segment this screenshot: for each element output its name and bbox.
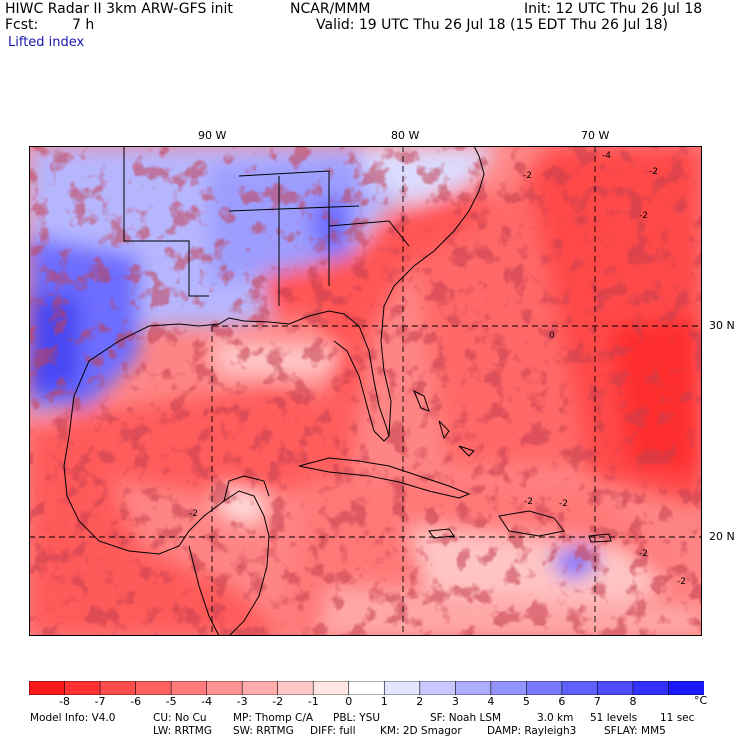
colorbar-swatch [419,681,457,695]
footer-timestep: 11 sec [660,712,695,724]
forecast-label: Fcst: [5,17,39,33]
colorbar-swatch [597,681,634,695]
central-america-border [188,545,220,636]
lon-label-70w: 70 W [581,129,610,142]
colorbar-swatch [99,681,137,695]
contour-label: -2 [639,211,648,221]
footer-shortwave: SW: RRTMG [233,725,294,737]
footer-microphysics: MP: Thomp C/A [233,712,314,724]
colorbar-tick-label: -7 [94,695,106,708]
colorbar-swatch [29,681,66,695]
contour-label: -2 [639,549,648,559]
colorbar-swatch [206,681,243,695]
contour-texture [29,146,702,636]
footer-cumulus: CU: No Cu [153,712,207,724]
colorbar-tick-label: 3 [451,695,459,708]
colorbar-tick-label: -8 [59,695,70,708]
footer-levels: 51 levels [590,712,638,724]
atlantic-coastline [380,146,485,437]
footer-damping: DAMP: Rayleigh3 [487,725,577,737]
colorbar-unit: °C [694,694,708,707]
puerto-rico-outline [588,533,612,543]
lon-label-80w: 80 W [391,129,420,142]
footer-resolution: 3.0 km [537,712,574,724]
contour-label: -2 [559,499,568,509]
colorbar-tick-label: 1 [380,695,388,708]
contour-label: -2 [677,577,686,587]
colorbar-tick-label: 5 [522,695,530,708]
colorbar-swatch [632,681,670,695]
contour-label: -2 [649,167,658,177]
colorbar-swatch [383,681,421,695]
contour-label: 0 [549,331,555,341]
colorbar-tick-label: 8 [629,695,637,708]
colorbar-tick-label: -6 [130,695,142,708]
contour-label: -4 [602,151,611,161]
footer-pbl: PBL: YSU [333,712,381,724]
footer-model-info: Model Info: V4.0 [30,712,116,724]
colorbar-swatch [64,681,101,695]
colorbar-tick-label: -2 [272,695,284,708]
footer-km: KM: 2D Smagor [380,725,462,737]
field-name: Lifted index [8,35,85,50]
colorbar-swatch [277,681,315,695]
colorbar-tick-label: -5 [165,695,177,708]
contour-label: -2 [189,509,198,519]
state-borders [123,146,209,297]
gulf-coastline [68,310,390,442]
map-frame [29,146,702,636]
colorbar-swatch [668,681,704,695]
colorbar-swatch [135,681,172,695]
forecast-hour: 7 h [72,17,95,33]
contour-label: -2 [524,497,533,507]
init-time: Init: 12 UTC Thu 26 Jul 18 [524,1,703,17]
colorbar-tick-label: -4 [201,695,213,708]
colorbar-swatch [561,681,599,695]
colorbar-swatch [526,681,563,695]
footer-diffusion: DIFF: full [310,725,356,737]
colorbar-swatch [348,681,386,695]
valid-time: Valid: 19 UTC Thu 26 Jul 18 (15 EDT Thu … [316,17,668,33]
yucatan-coastline [223,475,270,502]
colorbar-tick-label: -1 [307,695,319,708]
footer-surface: SF: Noah LSM [430,712,502,724]
colorbar-tick-label: -3 [236,695,248,708]
footer-longwave: LW: RRTMG [153,725,212,737]
colorbar-tick-label: 0 [345,695,353,708]
colorbar-swatch [455,681,492,695]
lat-label-30n: 30 N [709,319,735,332]
cuba-outline [298,457,471,499]
colorbar-tick-label: 2 [416,695,424,708]
lon-label-90w: 90 W [198,129,227,142]
colorbar-swatch [241,681,279,695]
lifted-index-map: -2 -2 -2 0 -2 -2 -2 -4 -2 -2 [29,146,702,636]
jamaica-outline [428,528,455,539]
state-borders-east [228,170,410,306]
latlon-grid [29,146,702,636]
mexico-coastline [63,435,270,636]
lat-label-20n: 20 N [709,530,735,543]
coastlines [63,146,612,636]
org-label: NCAR/MMM [290,1,371,17]
colorbar-swatch [490,681,528,695]
colorbar [29,681,704,695]
hispaniola-outline [498,510,565,537]
bahamas-outline [413,389,475,457]
colorbar-swatch [312,681,350,695]
colorbar-tick-label: 7 [593,695,601,708]
model-title: HIWC Radar II 3km ARW-GFS init [5,1,233,17]
colorbar-tick-label: 4 [487,695,495,708]
colorbar-swatch [170,681,208,695]
footer-sflay: SFLAY: MM5 [604,725,666,737]
colorbar-tick-label: 6 [558,695,566,708]
contour-label: -2 [523,171,532,181]
